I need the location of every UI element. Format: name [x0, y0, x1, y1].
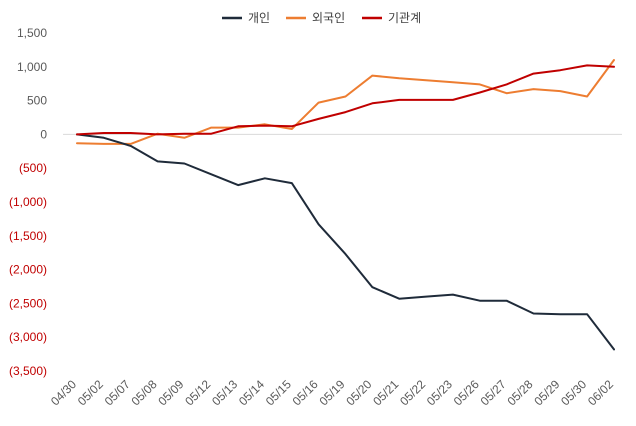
x-tick-label: 05/02 — [75, 377, 106, 408]
legend-label: 개인 — [248, 11, 270, 25]
y-tick-label: (3,000) — [9, 330, 47, 344]
x-tick-label: 05/28 — [504, 377, 535, 408]
x-tick-label: 05/30 — [558, 377, 589, 408]
legend-label: 외국인 — [312, 11, 345, 25]
x-tick-label: 05/19 — [316, 377, 347, 408]
x-tick-label: 05/16 — [290, 377, 321, 408]
x-tick-label: 05/23 — [424, 377, 455, 408]
x-tick-label: 05/21 — [370, 377, 401, 408]
y-axis-ticks: 1,500 1,000 500 0 (500) (1,000) (1,500) (2,000)… — [9, 26, 47, 378]
y-tick-label: (3,500) — [9, 364, 47, 378]
series-lines — [76, 59, 615, 351]
y-tick-label: (1,500) — [9, 229, 47, 243]
y-tick-label: 1,000 — [17, 60, 47, 74]
x-tick-label: 05/27 — [478, 377, 509, 408]
x-tick-label: 05/13 — [209, 377, 240, 408]
x-tick-label: 04/30 — [48, 377, 79, 408]
x-tick-label: 06/02 — [585, 377, 616, 408]
x-tick-label: 05/26 — [451, 377, 482, 408]
series-line-1 — [76, 59, 615, 145]
y-tick-label: 500 — [27, 94, 47, 108]
y-tick-label: (2,500) — [9, 296, 47, 310]
x-tick-label: 05/07 — [102, 377, 133, 408]
x-tick-label: 05/08 — [129, 377, 160, 408]
x-tick-label: 05/22 — [397, 377, 428, 408]
y-tick-label: (2,000) — [9, 263, 47, 277]
x-tick-label: 05/29 — [531, 377, 562, 408]
series-line-0 — [76, 133, 615, 351]
x-axis-ticks: 04/3005/0205/0705/0805/0905/1205/1305/14… — [48, 377, 616, 408]
x-tick-label: 05/20 — [343, 377, 374, 408]
x-tick-label: 05/12 — [182, 377, 213, 408]
y-tick-label: 0 — [40, 127, 47, 141]
x-tick-label: 05/14 — [236, 377, 267, 408]
legend-label: 기관계 — [388, 11, 421, 25]
y-tick-label: (1,000) — [9, 195, 47, 209]
x-tick-label: 05/15 — [263, 377, 294, 408]
legend: 개인 외국인 기관계 — [222, 11, 421, 25]
x-tick-label: 05/09 — [155, 377, 186, 408]
y-tick-label: (500) — [19, 161, 47, 175]
y-tick-label: 1,500 — [17, 26, 47, 40]
series-line-2 — [76, 64, 615, 136]
